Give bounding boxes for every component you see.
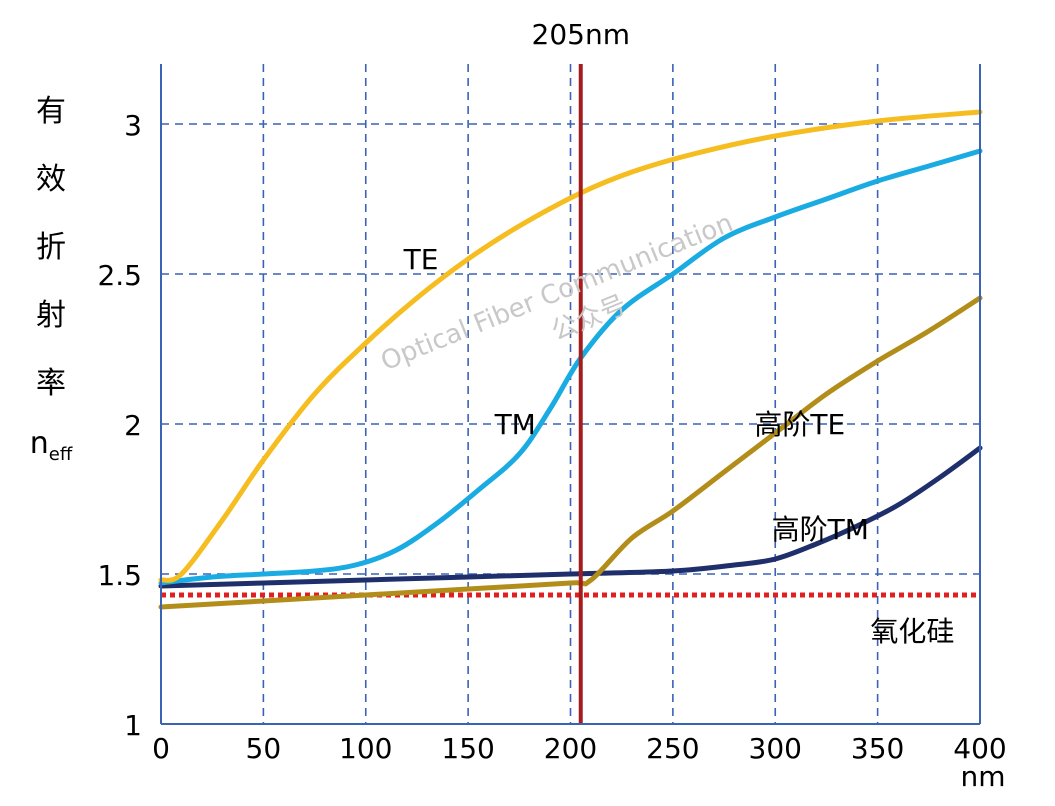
- neff-symbol: n: [29, 426, 49, 461]
- series-lines: [158, 109, 983, 610]
- x-axis-title: nm: [960, 760, 1005, 793]
- x-tick-label: 200: [544, 732, 597, 765]
- tm-curve: [158, 148, 983, 586]
- x-tick-label: 50: [246, 732, 282, 765]
- y-axis-title-char: 射: [36, 298, 66, 333]
- y-axis-title-char: 率: [36, 366, 66, 401]
- y-tick-label: 2: [124, 409, 142, 442]
- x-tick-label: 150: [441, 732, 494, 765]
- watermark-text: Optical Fiber Communication: [377, 208, 738, 377]
- x-tick-label: 0: [152, 732, 170, 765]
- y-axis-title-char: 效: [36, 162, 66, 197]
- y-axis-neff-label: neff: [28, 426, 74, 465]
- higher-order-tm-label: 高阶TM: [772, 513, 869, 546]
- tm-label: TM: [494, 408, 536, 441]
- y-tick-label: 1.5: [97, 559, 142, 592]
- y-tick-label: 2.5: [97, 259, 142, 292]
- x-tick-label: 250: [646, 732, 699, 765]
- x-tick-label: 400: [953, 732, 1006, 765]
- higher-order-tm-curve: [158, 445, 983, 589]
- tick-labels: 0 50 100 150 200 250 300 350 400 1 1.5 2 2.5 3: [97, 109, 1006, 765]
- te-curve: [158, 109, 983, 583]
- te-label: TE: [403, 243, 439, 276]
- y-axis-title-char: 折: [36, 230, 66, 265]
- silica-label: 氧化硅: [870, 615, 954, 648]
- neff-subscript: eff: [48, 444, 73, 465]
- grid: [161, 64, 980, 724]
- x-tick-label: 350: [851, 732, 904, 765]
- higher-order-te-label: 高阶TE: [754, 408, 845, 441]
- higher-order-te-curve: [158, 295, 983, 610]
- x-tick-label: 300: [749, 732, 802, 765]
- chart-title: 205nm: [532, 18, 630, 51]
- y-axis-title-char: 有: [36, 94, 66, 129]
- x-tick-label: 100: [339, 732, 392, 765]
- axes: [160, 64, 981, 725]
- y-tick-label: 1: [124, 709, 142, 742]
- chart-texts: 205nm nm TE TM 高阶TE 高阶TM 氧化硅: [403, 18, 1006, 793]
- y-tick-label: 3: [124, 109, 142, 142]
